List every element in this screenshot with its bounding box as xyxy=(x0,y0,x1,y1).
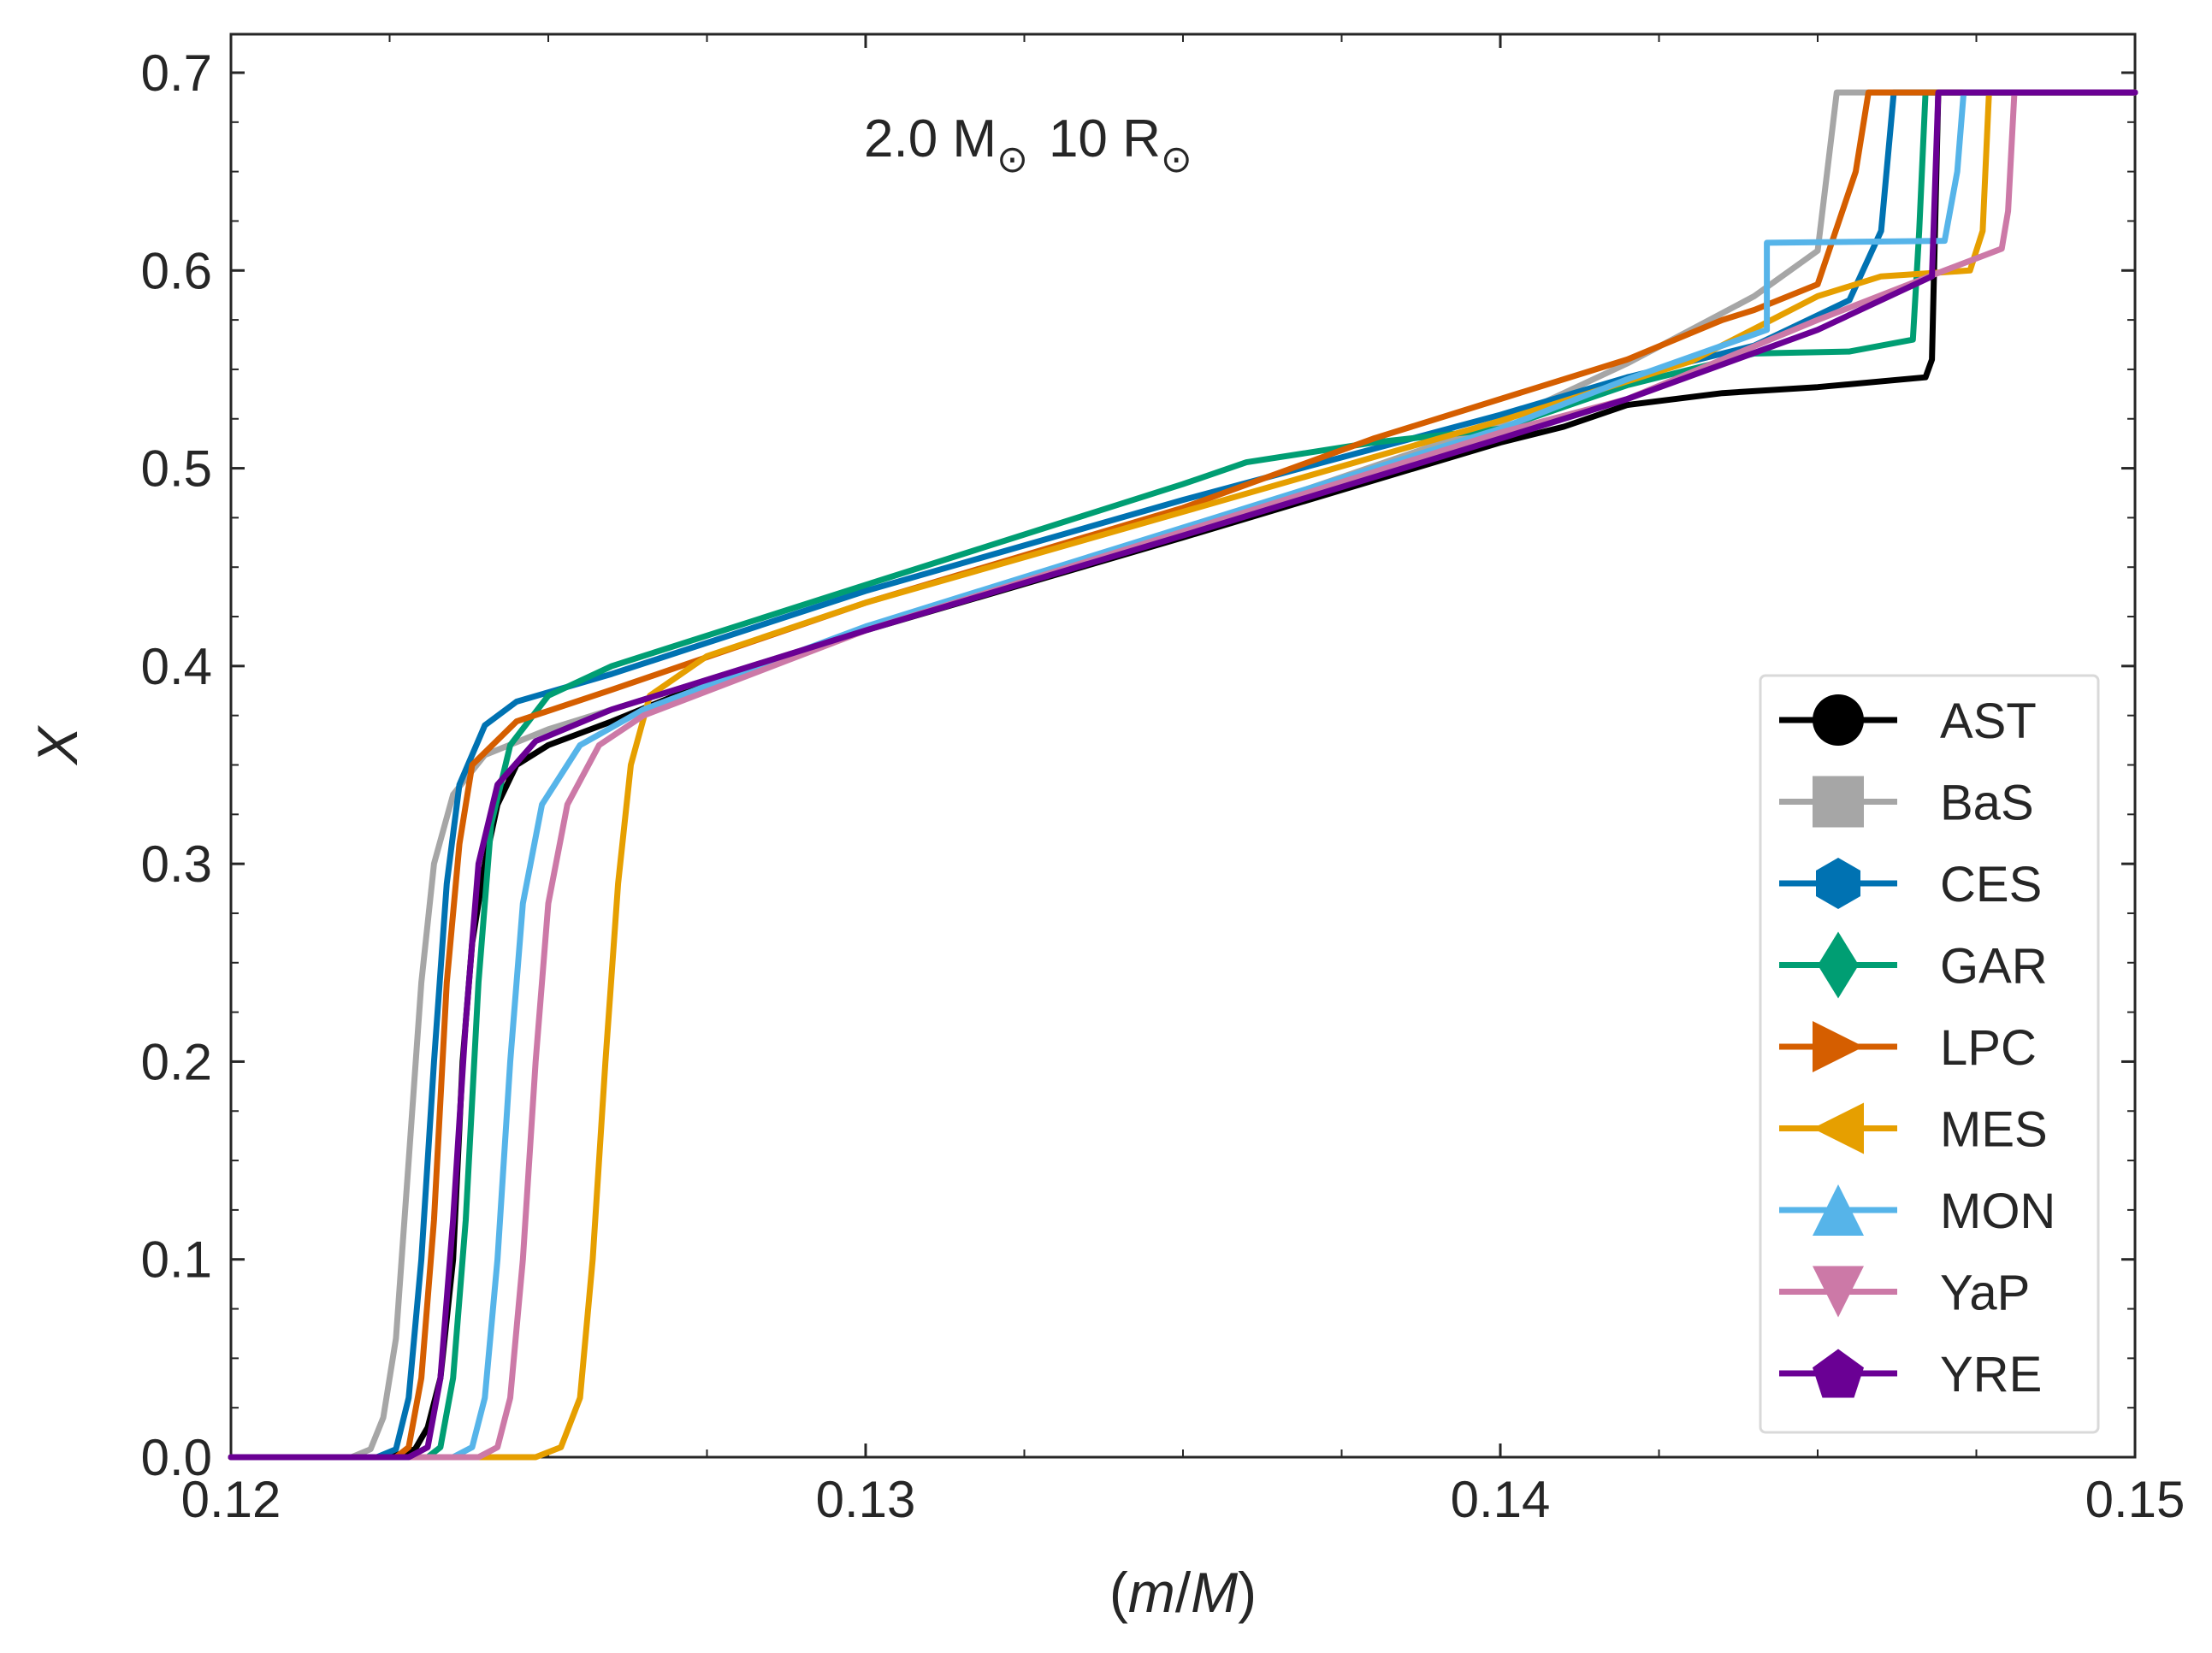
legend-ces-marker xyxy=(1816,858,1860,909)
legend-mon-marker xyxy=(1813,1184,1864,1236)
series-lines xyxy=(228,89,2138,1461)
legend-yap-marker xyxy=(1813,1266,1864,1318)
legend-lpc-label: LPC xyxy=(1940,1020,2037,1076)
legend-mes-marker xyxy=(1813,1102,1864,1154)
legend-yre-label: YRE xyxy=(1940,1347,2042,1402)
x-label-M: M xyxy=(1191,1561,1238,1624)
y-tick-label: 0.0 xyxy=(141,1429,212,1486)
y-tick-label: 0.2 xyxy=(141,1033,212,1090)
series-line-gar xyxy=(228,89,2138,1461)
legend: AST BaS CES GAR LPC MES MON YaP YRE xyxy=(1759,674,2100,1434)
legend-lpc-marker xyxy=(1813,1021,1864,1072)
x-label-slash: / xyxy=(1175,1561,1192,1624)
legend-frame xyxy=(1759,674,2100,1434)
x-axis-label: (m/M) xyxy=(1109,1561,1257,1624)
y-axis-label: X xyxy=(26,724,89,766)
legend-mon-label: MON xyxy=(1940,1184,2055,1239)
axis-ticks: 0.12 0.13 0.14 0.15 0.0 0.1 0.2 0.3 0.4 0.5 0.6 0.7 xyxy=(141,34,2185,1528)
series-line-bas xyxy=(228,89,2138,1461)
legend-bas-marker xyxy=(1813,776,1864,828)
legend-ast-marker xyxy=(1813,694,1864,746)
x-label-m: m xyxy=(1128,1561,1175,1624)
y-tick-label: 0.5 xyxy=(141,440,212,498)
legend-gar-marker xyxy=(1818,931,1859,999)
series-line-yap xyxy=(228,89,2138,1461)
annotation-mass: 2.0 M xyxy=(864,109,997,168)
y-tick-label: 0.3 xyxy=(141,835,212,893)
x-tick-label: 0.15 xyxy=(2085,1471,2185,1528)
y-tick-label: 0.7 xyxy=(141,44,212,102)
series-line-mes xyxy=(228,89,2138,1461)
legend-gar-label: GAR xyxy=(1940,939,2048,995)
x-label-close-paren: ) xyxy=(1238,1561,1257,1624)
legend-ces-label: CES xyxy=(1940,857,2042,912)
x-tick-label: 0.14 xyxy=(1451,1471,1551,1528)
series-line-yre xyxy=(228,89,2138,1461)
legend-ast-label: AST xyxy=(1940,694,2037,749)
annotation-sun-symbol-radius: ⊙ xyxy=(1161,139,1192,180)
annotation-sun-symbol-mass: ⊙ xyxy=(997,139,1028,180)
legend-mes-label: MES xyxy=(1940,1102,2048,1158)
legend-yap-label: YaP xyxy=(1940,1266,2030,1321)
legend-bas-label: BaS xyxy=(1940,776,2034,831)
x-tick-label: 0.12 xyxy=(181,1471,281,1528)
y-tick-label: 0.4 xyxy=(141,638,212,695)
annotation-radius: 10 R xyxy=(1049,109,1161,168)
legend-yre-marker xyxy=(1813,1349,1864,1398)
y-tick-label: 0.6 xyxy=(141,242,212,299)
y-tick-label: 0.1 xyxy=(141,1231,212,1289)
x-tick-label: 0.13 xyxy=(816,1471,916,1528)
x-label-open-paren: ( xyxy=(1109,1561,1128,1624)
chart-annotation: 2.0 M⊙ 10 R⊙ xyxy=(864,109,1192,180)
